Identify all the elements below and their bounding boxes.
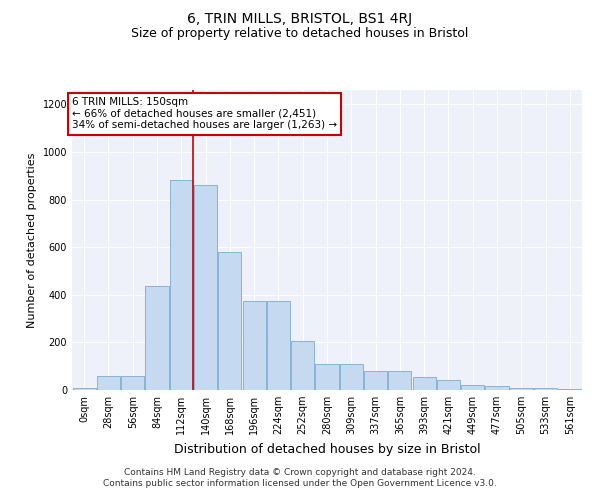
Bar — [461, 385, 484, 390]
Bar — [316, 364, 338, 390]
Bar — [340, 364, 363, 390]
Bar — [437, 380, 460, 390]
Bar — [510, 388, 533, 390]
Bar — [242, 300, 266, 390]
Bar — [413, 377, 436, 390]
Bar — [170, 180, 193, 390]
Bar — [145, 286, 169, 390]
Bar — [121, 376, 144, 390]
Bar — [364, 371, 387, 390]
Bar — [267, 300, 290, 390]
Text: Contains HM Land Registry data © Crown copyright and database right 2024.
Contai: Contains HM Land Registry data © Crown c… — [103, 468, 497, 487]
X-axis label: Distribution of detached houses by size in Bristol: Distribution of detached houses by size … — [173, 442, 481, 456]
Bar — [73, 388, 95, 390]
Bar — [388, 371, 412, 390]
Bar — [291, 341, 314, 390]
Y-axis label: Number of detached properties: Number of detached properties — [27, 152, 37, 328]
Bar — [534, 388, 557, 390]
Bar — [218, 252, 241, 390]
Bar — [97, 376, 120, 390]
Text: 6, TRIN MILLS, BRISTOL, BS1 4RJ: 6, TRIN MILLS, BRISTOL, BS1 4RJ — [187, 12, 413, 26]
Text: Size of property relative to detached houses in Bristol: Size of property relative to detached ho… — [131, 28, 469, 40]
Bar — [194, 185, 217, 390]
Bar — [485, 386, 509, 390]
Bar — [559, 389, 581, 390]
Text: 6 TRIN MILLS: 150sqm
← 66% of detached houses are smaller (2,451)
34% of semi-de: 6 TRIN MILLS: 150sqm ← 66% of detached h… — [72, 97, 337, 130]
